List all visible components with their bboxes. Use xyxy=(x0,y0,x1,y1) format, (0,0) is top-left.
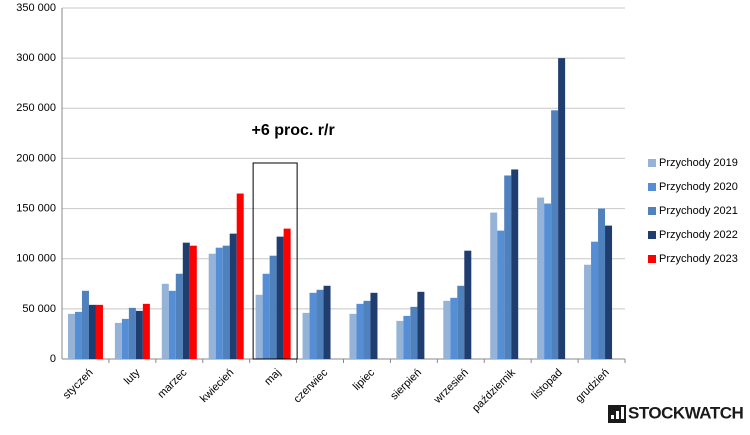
y-tick-label: 300 000 xyxy=(16,52,56,64)
y-tick-label: 350 000 xyxy=(16,2,56,14)
bar xyxy=(443,300,451,359)
bar xyxy=(182,242,190,359)
bar xyxy=(67,313,75,359)
bar xyxy=(598,208,606,359)
bar xyxy=(403,315,411,359)
bar xyxy=(222,245,230,359)
bar xyxy=(168,290,176,359)
bar xyxy=(189,245,197,359)
bar xyxy=(410,306,418,359)
bar xyxy=(269,255,277,359)
bar xyxy=(363,300,371,359)
bar xyxy=(504,175,512,359)
bar xyxy=(370,292,378,359)
bar xyxy=(283,228,291,359)
bar xyxy=(356,303,364,359)
logo-icon-bar xyxy=(616,411,619,419)
bar xyxy=(349,313,357,359)
y-tick-label: 150 000 xyxy=(16,202,56,214)
bar xyxy=(215,247,223,359)
bar xyxy=(316,289,324,359)
bar xyxy=(276,236,284,359)
bar xyxy=(450,297,458,359)
bar xyxy=(457,285,465,359)
bar xyxy=(396,320,404,359)
bar xyxy=(95,304,103,359)
legend-label: Przychody 2022 xyxy=(659,229,738,241)
annotation: +6 proc. r/r xyxy=(252,122,335,139)
bar xyxy=(81,290,89,359)
bar xyxy=(161,283,169,359)
bar xyxy=(121,318,129,359)
bar xyxy=(417,291,425,359)
bar xyxy=(511,169,519,359)
logo: STOCKWATCH xyxy=(628,403,743,422)
bar xyxy=(558,58,566,360)
y-tick-label: 100 000 xyxy=(16,253,56,265)
bar xyxy=(323,285,331,359)
bar xyxy=(591,241,599,359)
logo-icon-bar xyxy=(611,415,614,419)
bar xyxy=(208,253,216,359)
bar xyxy=(128,307,136,359)
legend-swatch xyxy=(648,231,656,239)
bar xyxy=(135,310,143,359)
bar xyxy=(464,250,472,359)
highlight-box xyxy=(252,162,298,360)
bar xyxy=(236,193,244,359)
y-tick-label: 200 000 xyxy=(16,152,56,164)
legend-swatch xyxy=(648,255,656,263)
bar xyxy=(142,303,150,359)
bar xyxy=(537,197,545,359)
bar xyxy=(497,230,505,359)
legend-label: Przychody 2023 xyxy=(659,253,738,265)
legend-swatch xyxy=(648,207,656,215)
legend-swatch xyxy=(648,183,656,191)
bar xyxy=(175,273,183,359)
bar xyxy=(262,273,270,359)
legend-swatch xyxy=(648,159,656,167)
legend-label: Przychody 2020 xyxy=(659,181,738,193)
bar xyxy=(114,322,122,359)
legend-label: Przychody 2021 xyxy=(659,205,738,217)
y-tick-label: 0 xyxy=(50,353,56,365)
bar xyxy=(605,225,613,359)
y-tick-label: 50 000 xyxy=(22,303,56,315)
bar xyxy=(584,264,592,359)
bar xyxy=(302,312,310,359)
bar xyxy=(255,294,263,359)
bar xyxy=(229,233,237,359)
bar xyxy=(88,304,96,359)
bar xyxy=(551,110,559,359)
y-tick-label: 250 000 xyxy=(16,102,56,114)
bar xyxy=(74,311,82,359)
logo-icon-bar xyxy=(621,407,624,419)
bar xyxy=(544,203,552,359)
legend-label: Przychody 2019 xyxy=(659,157,738,169)
bar xyxy=(309,292,317,359)
bar xyxy=(490,212,498,359)
